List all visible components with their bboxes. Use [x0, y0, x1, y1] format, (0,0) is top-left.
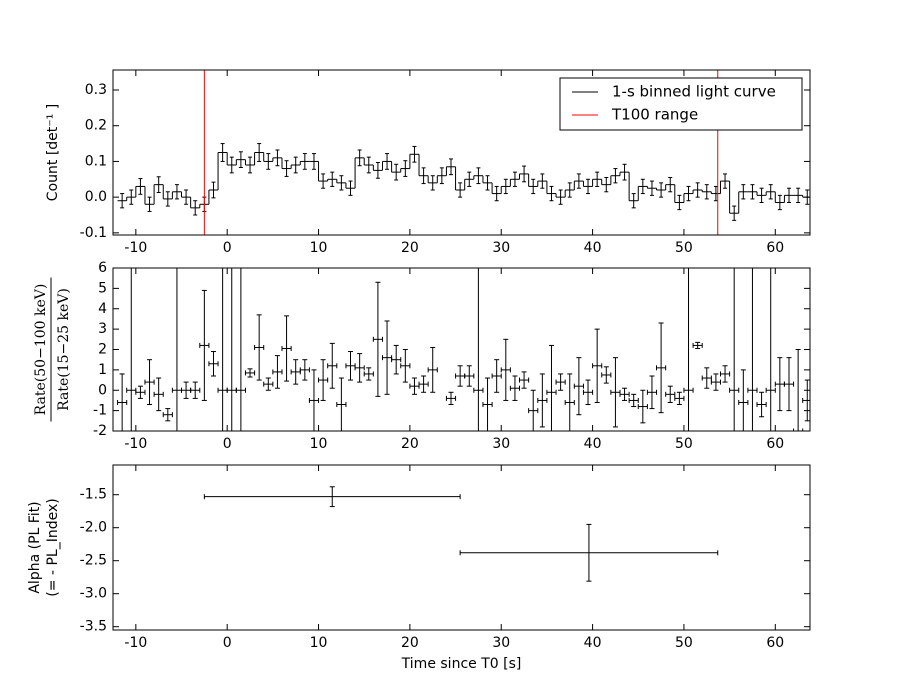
x-tick-label: 0	[223, 436, 232, 452]
x-tick-label: 30	[492, 635, 510, 651]
x-tick-label: 40	[584, 240, 602, 256]
axes-frame	[112, 464, 811, 631]
y-tick-label: 0	[98, 382, 107, 398]
x-tick-label: 0	[223, 635, 232, 651]
y-tick-label: -2	[93, 423, 107, 439]
y-tick-label: 0.0	[85, 189, 107, 205]
x-tick-label: 30	[492, 240, 510, 256]
x-tick-label: 40	[584, 436, 602, 452]
x-tick-label: 40	[584, 635, 602, 651]
y-tick-label: 5	[98, 280, 107, 296]
legend-label: T100 range	[611, 106, 698, 124]
x-tick-label: 30	[492, 436, 510, 452]
x-tick-label: 10	[310, 240, 328, 256]
y-label: Rate(15−25 keV)	[56, 288, 72, 411]
y-tick-label: -3.5	[80, 619, 107, 635]
x-label: Time since T0 [s]	[401, 656, 522, 672]
y-tick-label: -0.1	[80, 225, 107, 241]
x-tick-label: 50	[675, 635, 693, 651]
y-tick-label: -1.5	[80, 487, 107, 503]
y-label: (= - PL_Index)	[45, 498, 61, 596]
y-label: Count [det⁻¹ ]	[45, 104, 61, 201]
y-tick-label: 1	[98, 362, 107, 378]
x-tick-label: 60	[766, 635, 784, 651]
y-tick-label: 3	[98, 321, 107, 337]
axes-frame	[112, 69, 811, 236]
legend-box	[559, 77, 803, 131]
y-tick-label: 0.2	[85, 118, 107, 134]
x-tick-label: 50	[675, 436, 693, 452]
legend-label: 1-s binned light curve	[612, 83, 776, 101]
x-tick-label: 20	[401, 635, 419, 651]
x-tick-label: 20	[401, 240, 419, 256]
y-tick-label: -2.0	[80, 520, 107, 536]
plot-area	[117, 268, 810, 431]
y-tick-label: 0.3	[85, 82, 107, 98]
y-tick-label: -2.5	[80, 553, 107, 569]
plot-area	[203, 486, 719, 582]
x-tick-label: 60	[766, 240, 784, 256]
x-tick-label: -10	[124, 436, 147, 452]
x-tick-label: -10	[124, 635, 147, 651]
y-tick-label: 6	[98, 260, 107, 276]
axes-frame	[112, 267, 811, 432]
y-tick-label: 0.1	[85, 153, 107, 169]
x-tick-label: -10	[124, 240, 147, 256]
x-tick-label: 20	[401, 436, 419, 452]
x-tick-label: 50	[675, 240, 693, 256]
y-label: Alpha (PL Fit)	[27, 501, 43, 593]
y-label: Rate(50−100 keV)	[33, 284, 49, 416]
y-tick-label: -1	[93, 403, 107, 419]
y-tick-label: 4	[98, 301, 107, 317]
x-tick-label: 60	[766, 436, 784, 452]
plot-area	[117, 70, 810, 235]
x-tick-label: 0	[223, 240, 232, 256]
y-tick-label: -3.0	[80, 586, 107, 602]
y-tick-label: 2	[98, 342, 107, 358]
x-tick-label: 10	[310, 436, 328, 452]
x-tick-label: 10	[310, 635, 328, 651]
